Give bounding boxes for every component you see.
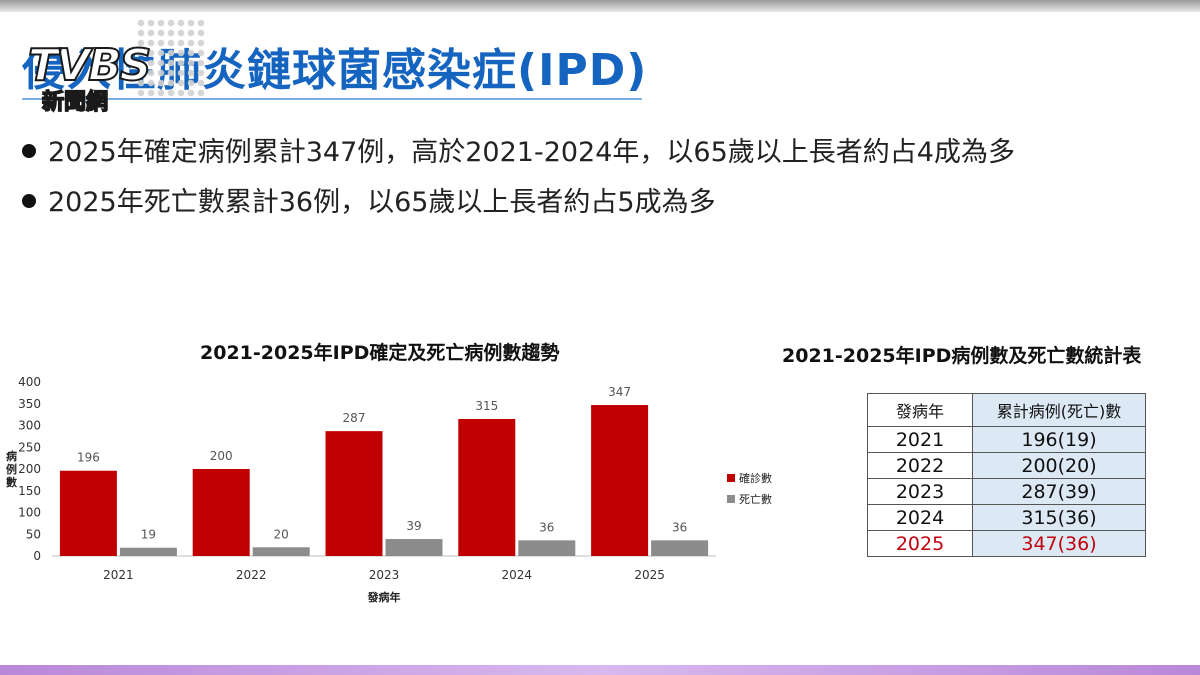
stats-table: 發病年 累計病例(死亡)數 2021 196(19) 2022 200(20) … [867,393,1146,557]
y-tick-label: 150 [18,484,41,498]
table-row: 2023 287(39) [867,478,1146,505]
table-header-cases: 累計病例(死亡)數 [972,393,1146,427]
logo-subtitle: 新聞網 [41,89,109,116]
data-label-deaths: 39 [406,519,421,533]
x-tick-label: 2025 [634,568,665,582]
bullet-1: 2025年確定病例累計347例，高於2021-2024年，以65歲以上長者約占4… [22,130,1015,169]
x-tick-label: 2023 [369,568,400,582]
legend-swatch [727,474,735,482]
table-title: 2021-2025年IPD病例數及死亡數統計表 [782,345,1142,367]
bar-confirmed [458,418,516,556]
bar-deaths [651,540,709,556]
title-underline [22,98,642,100]
bullet-dot-icon [22,193,36,208]
data-label-deaths: 19 [141,528,156,542]
bar-deaths [385,539,443,556]
bullet-2-text: 2025年死亡數累計36例，以65歲以上長者約占5成為多 [48,187,716,218]
table-cell-cases: 200(20) [972,452,1146,479]
y-tick-label: 200 [18,462,41,476]
x-axis-label: 發病年 [367,590,401,604]
y-tick-label: 400 [18,375,41,389]
tvbs-logo: TVBS 新聞網 [24,18,214,118]
data-label-confirmed: 287 [343,411,366,425]
y-axis-label: 病 [6,449,17,463]
y-tick-label: 0 [33,549,41,563]
bar-deaths [119,547,177,556]
top-border [0,0,1200,12]
table-header-year: 發病年 [867,393,973,427]
bar-confirmed [192,469,250,556]
data-label-confirmed: 347 [608,385,631,399]
logo-dots-pattern [136,18,208,98]
legend-label: 死亡數 [739,492,772,506]
table-row: 2024 315(36) [867,504,1146,531]
table-row: 2021 196(19) [867,426,1146,453]
data-label-deaths: 36 [672,520,687,534]
table-cell-cases: 287(39) [972,478,1146,505]
y-tick-label: 50 [26,527,41,541]
table-row-highlight: 2025 347(36) [867,530,1146,557]
data-label-confirmed: 315 [475,399,498,413]
x-tick-label: 2022 [236,568,267,582]
table-cell-cases: 347(36) [972,530,1146,557]
table-cell-year: 2024 [867,504,973,531]
table-cell-cases: 196(19) [972,426,1146,453]
bullet-1-text: 2025年確定病例累計347例，高於2021-2024年，以65歲以上長者約占4… [48,137,1015,168]
bar-chart: 0 50 100 150 200 250 300 350 400 病例數 196 19 2021 200 2… [6,375,772,604]
y-axis-label: 數 [6,475,17,489]
data-label-deaths: 36 [539,520,554,534]
bullet-dot-icon [22,143,36,158]
bar-deaths [252,547,310,556]
bar-deaths [518,540,576,556]
data-label-confirmed: 196 [77,451,100,465]
y-tick-label: 100 [18,506,41,520]
table-cell-year: 2025 [867,530,973,557]
y-tick-label: 250 [18,440,41,454]
bottom-border [0,665,1200,675]
chart-title: 2021-2025年IPD確定及死亡病例數趨勢 [200,342,560,364]
table-header-row: 發病年 累計病例(死亡)數 [867,393,1146,427]
slide-title: 侵入性肺炎鏈球菌感染症(IPD) [22,45,648,96]
y-axis-label: 例 [6,462,17,476]
table-cell-year: 2022 [867,452,973,479]
legend-label: 確診數 [739,471,772,485]
table-cell-year: 2021 [867,426,973,453]
legend-swatch [727,495,735,503]
x-tick-label: 2024 [502,568,533,582]
y-tick-label: 300 [18,419,41,433]
table-cell-year: 2023 [867,478,973,505]
bar-confirmed [591,405,649,556]
bullet-2: 2025年死亡數累計36例，以65歲以上長者約占5成為多 [22,180,716,219]
table-row: 2022 200(20) [867,452,1146,479]
logo-wordmark: TVBS [27,39,152,92]
table-cell-cases: 315(36) [972,504,1146,531]
data-label-confirmed: 200 [210,449,233,463]
bar-confirmed [59,470,117,556]
data-label-deaths: 20 [274,527,289,541]
bar-confirmed [325,431,383,556]
y-tick-label: 350 [18,397,41,411]
x-tick-label: 2021 [103,568,134,582]
